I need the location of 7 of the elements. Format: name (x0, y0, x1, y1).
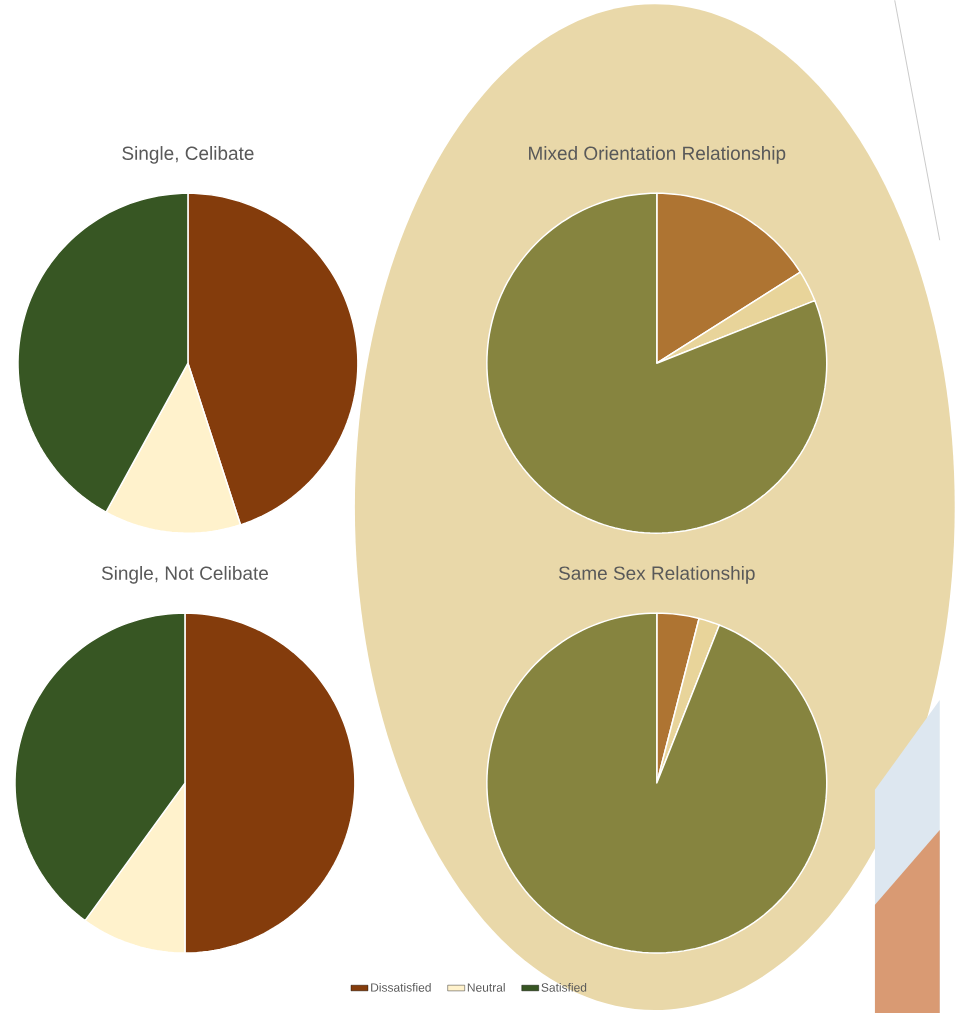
chart-title: Single, Celibate (122, 146, 254, 164)
chart-title: Single, Not Celibate (102, 565, 269, 584)
chart-title: Mixed Orientation Relationship (529, 146, 786, 164)
chart-title: Same Sex Relationship (559, 565, 755, 584)
legend-label: Satisfied (541, 982, 587, 992)
legend-label: Dissatisfied (371, 982, 431, 992)
legend-label: Neutral (468, 982, 505, 992)
